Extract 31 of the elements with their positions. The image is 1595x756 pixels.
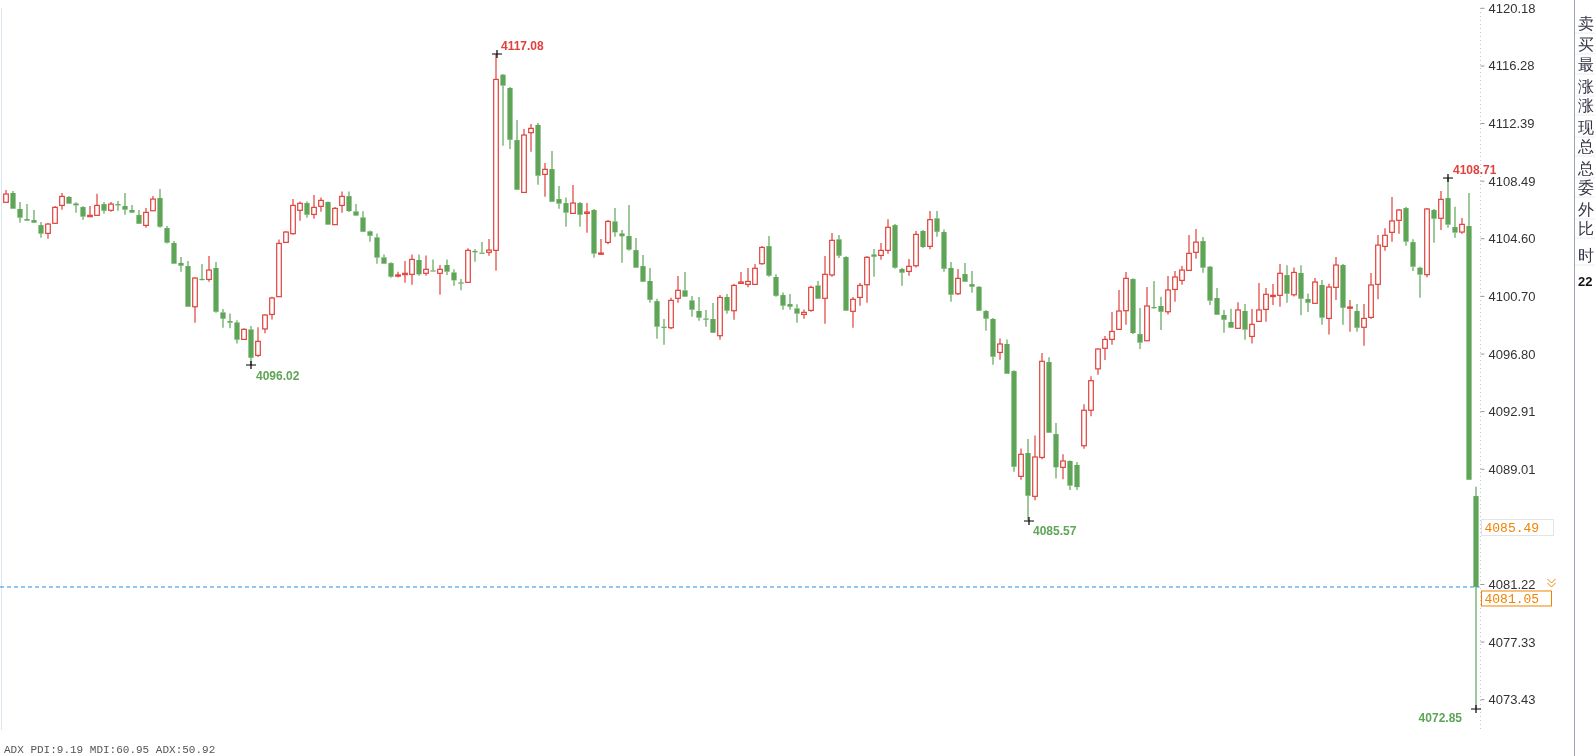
y-tick-label: 4116.28 (1488, 58, 1535, 74)
y-tick-label: 4073.43 (1488, 692, 1536, 708)
text: 卖 (1578, 15, 1594, 32)
text: 现 (1578, 119, 1594, 136)
text: 时 (1578, 247, 1594, 264)
annotation: 4072.85 (1418, 711, 1463, 725)
y-tick-label: 4120.18 (1488, 0, 1536, 16)
text: 总 (1577, 160, 1594, 177)
text: 比 (1578, 220, 1594, 237)
text: 买 (1578, 36, 1594, 53)
text: 总 (1577, 138, 1594, 155)
annotation: 4085.57 (1033, 524, 1077, 538)
y-tick-label: 4092.91 (1488, 404, 1536, 420)
y-tick-label: 4077.33 (1488, 634, 1536, 650)
text: 4085.49 (1484, 521, 1540, 536)
text: 22 (1578, 274, 1593, 289)
y-tick-label: 4112.39 (1488, 116, 1535, 131)
annotation: 4117.08 (501, 39, 545, 53)
text: 委 (1578, 179, 1594, 196)
y-tick-label: 4081.22 (1488, 576, 1536, 592)
text: 涨 (1578, 78, 1594, 95)
y-tick-label: 4104.60 (1488, 231, 1536, 247)
text: 外 (1578, 201, 1594, 218)
text: 涨 (1578, 97, 1594, 114)
y-tick-label: 4096.80 (1488, 346, 1536, 362)
y-tick-label: 4100.70 (1488, 288, 1536, 304)
text: 最 (1578, 56, 1594, 73)
y-tick-label: 4089.01 (1488, 461, 1536, 477)
text: ADX PDI:9.19 MDI:60.95 ADX:50.92 (4, 744, 216, 756)
annotation: 4096.02 (256, 369, 300, 383)
ref-line-label: 4081.05 (1484, 591, 1540, 607)
